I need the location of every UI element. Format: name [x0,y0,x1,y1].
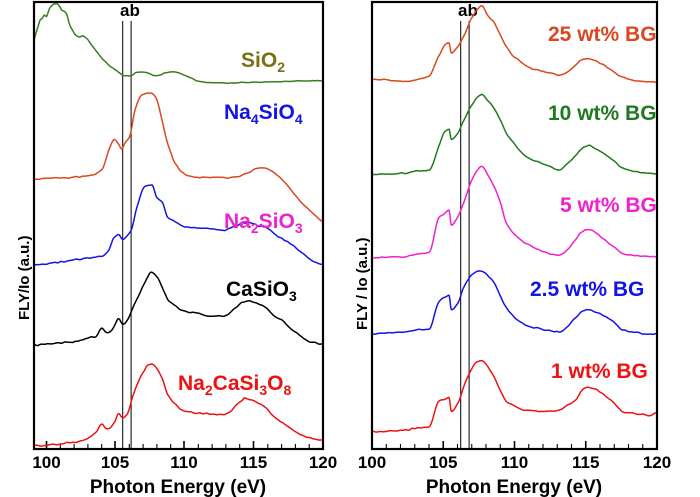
svg-text:100: 100 [358,453,386,472]
svg-text:120: 120 [643,453,671,472]
svg-text:2.5 wt% BG: 2.5 wt% BG [530,278,644,301]
svg-text:ab: ab [458,1,478,20]
svg-text:Photon Energy (eV): Photon Energy (eV) [90,477,266,497]
svg-text:1 wt% BG: 1 wt% BG [551,360,648,383]
svg-text:105: 105 [429,453,457,472]
svg-text:105: 105 [101,453,129,472]
svg-text:Na2CaSi3O8: Na2CaSi3O8 [178,372,291,398]
svg-text:10 wt% BG: 10 wt% BG [548,102,657,125]
svg-text:115: 115 [240,453,267,472]
svg-text:CaSiO3: CaSiO3 [226,278,297,304]
svg-text:Na2SiO3: Na2SiO3 [224,210,303,236]
svg-text:5 wt% BG: 5 wt% BG [560,194,657,217]
svg-text:25 wt% BG: 25 wt% BG [548,23,657,46]
svg-text:SiO2: SiO2 [241,49,285,75]
svg-text:110: 110 [170,453,197,472]
svg-text:Na4SiO4: Na4SiO4 [224,101,303,127]
svg-text:100: 100 [32,453,60,472]
svg-text:ab: ab [120,1,140,20]
svg-text:120: 120 [309,453,337,472]
svg-text:Photon Energy (eV): Photon Energy (eV) [426,477,602,497]
svg-text:115: 115 [572,453,599,472]
svg-text:110: 110 [501,453,528,472]
